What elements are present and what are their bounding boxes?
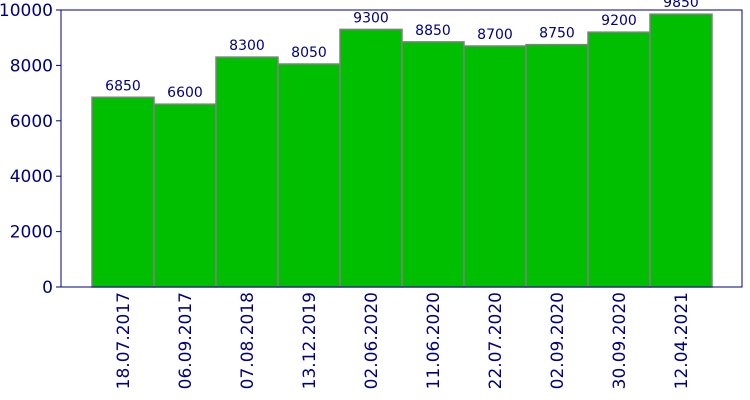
x-tick-label: 12.04.2021: [672, 292, 692, 389]
bar-data-label: 6600: [167, 85, 203, 101]
x-tick-label: 02.09.2020: [548, 292, 568, 389]
y-tick-label: 10000: [0, 1, 53, 21]
x-tick-label: 22.07.2020: [486, 292, 506, 389]
y-tick-label: 4000: [10, 167, 53, 187]
y-tick-label: 6000: [10, 112, 53, 132]
bar-data-label: 9850: [663, 0, 699, 11]
y-tick-label: 0: [42, 278, 53, 298]
bar-data-label: 8700: [477, 27, 513, 43]
bar: [587, 31, 651, 288]
x-tick-label: 02.06.2020: [362, 292, 382, 389]
bar: [277, 63, 341, 288]
bar: [401, 41, 465, 288]
bar: [153, 103, 217, 288]
bar-data-label: 8850: [415, 23, 451, 39]
x-tick-label: 13.12.2019: [300, 292, 320, 389]
plot-frame: [60, 9, 743, 288]
bars-group: [91, 13, 713, 288]
x-tick-label: 06.09.2017: [176, 292, 196, 389]
x-tick-label: 07.08.2018: [238, 292, 258, 389]
y-tick-label: 2000: [10, 223, 53, 243]
bar-data-label: 6850: [105, 78, 141, 94]
x-axis: 18.07.2017 06.09.2017 07.08.2018 13.12.2019…: [114, 292, 692, 389]
bar-data-label: 8300: [229, 38, 265, 54]
bar-data-label: 9200: [601, 13, 637, 29]
bar: [215, 56, 279, 288]
x-tick-label: 18.07.2017: [114, 292, 134, 389]
y-tick-label: 8000: [10, 56, 53, 76]
bar-data-label: 9300: [353, 10, 389, 26]
x-tick-label: 11.06.2020: [424, 292, 444, 389]
bar: [649, 13, 713, 288]
bar-data-label: 8750: [539, 26, 575, 42]
y-axis: 0 2000 4000 6000 8000 10000: [0, 1, 61, 298]
data-labels-group: 6850 6600 8300 8050 9300 8850 8700 8750 9200 9850: [105, 0, 699, 101]
bar: [91, 96, 155, 288]
x-tick-label: 30.09.2020: [610, 292, 630, 389]
bar-data-label: 8050: [291, 45, 327, 61]
bar: [525, 43, 589, 288]
bar: [463, 45, 527, 288]
bar: [339, 28, 403, 288]
